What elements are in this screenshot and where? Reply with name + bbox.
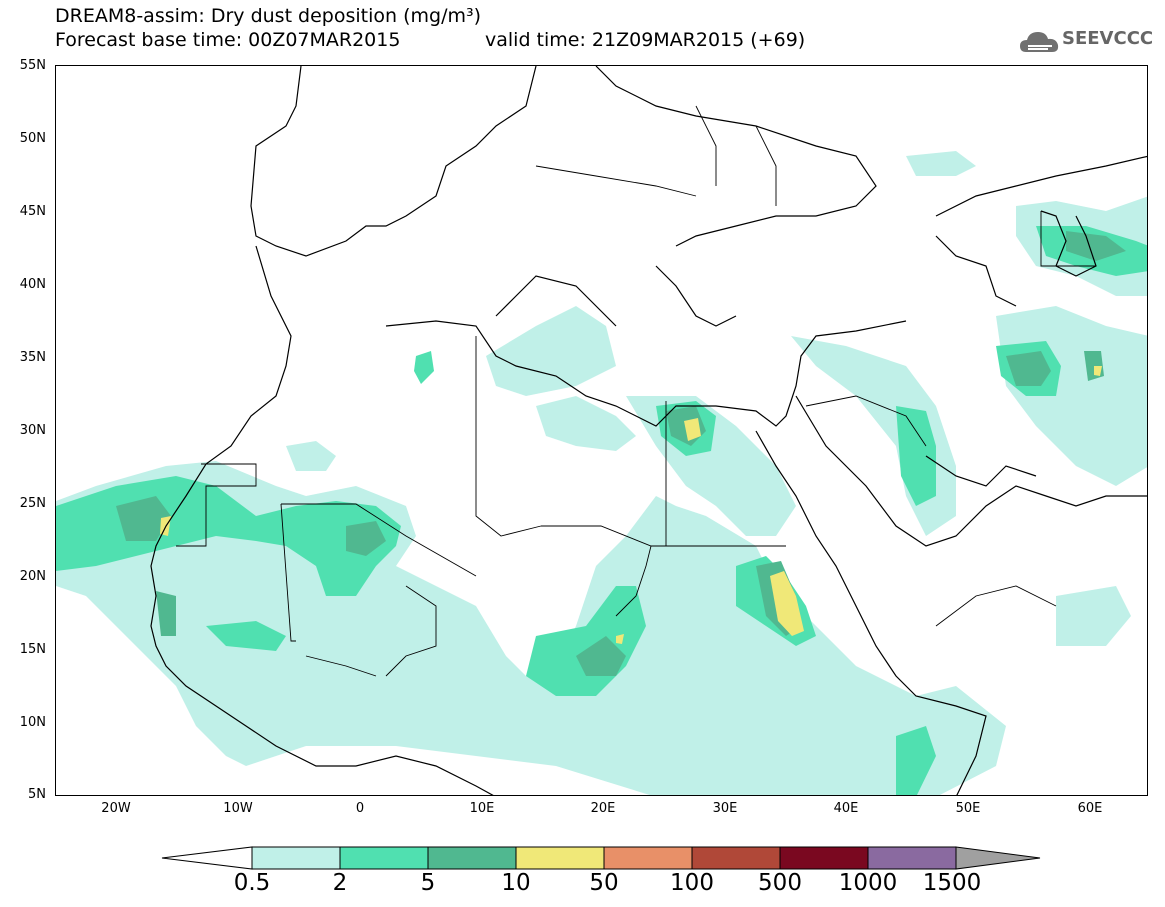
lat-label: 25N: [19, 496, 46, 511]
colorbar-swatch: [515, 846, 605, 870]
colorbar-swatch: [339, 846, 429, 870]
map-title: DREAM8-assim: Dry dust deposition (mg/m³…: [55, 5, 482, 27]
color-bar: [161, 846, 1041, 870]
map-area: [55, 65, 1148, 796]
colorbar-swatch: [603, 846, 693, 870]
country-borders: [176, 105, 1096, 677]
colorbar-swatch: [691, 846, 781, 870]
lon-label: 20W: [101, 801, 131, 816]
colorbar-label: 100: [670, 870, 714, 896]
lat-label: 55N: [19, 58, 46, 73]
colorbar-label: 500: [758, 870, 802, 896]
colorbar-label: 5: [420, 870, 436, 896]
lat-label: 40N: [19, 277, 46, 292]
colorbar-label: 50: [589, 870, 619, 896]
lon-label: 60E: [1077, 801, 1103, 816]
lat-label: 5N: [28, 787, 46, 802]
colorbar-high-arrow: [955, 846, 1041, 870]
colorbar-label: 2: [332, 870, 348, 896]
lon-label: 40E: [833, 801, 859, 816]
colorbar-label: 1000: [838, 870, 898, 896]
lat-label: 30N: [19, 423, 46, 438]
lat-label: 35N: [19, 350, 46, 365]
colorbar-swatch: [427, 846, 517, 870]
lon-label: 50E: [955, 801, 981, 816]
lon-label: 10E: [469, 801, 495, 816]
dust-map: [56, 66, 1147, 795]
lon-label: 30E: [712, 801, 738, 816]
time-info: Forecast base time: 00Z07MAR2015 valid ti…: [55, 29, 805, 51]
deposition-level-4: [160, 366, 1102, 644]
lat-label: 50N: [19, 131, 46, 146]
valid-time: valid time: 21Z09MAR2015 (+69): [485, 29, 806, 51]
colorbar-swatch: [251, 846, 341, 870]
lat-label: 45N: [19, 204, 46, 219]
colorbar-label: 0.5: [233, 870, 271, 896]
lon-label: 0: [355, 801, 365, 816]
base-time: Forecast base time: 00Z07MAR2015: [55, 29, 401, 51]
colorbar-label: 10: [501, 870, 531, 896]
lat-label: 20N: [19, 569, 46, 584]
colorbar-label: 1500: [922, 870, 982, 896]
colorbar-swatch: [867, 846, 957, 870]
lat-label: 15N: [19, 642, 46, 657]
colorbar-swatch: [779, 846, 869, 870]
logo-text: SEEVCCC: [1062, 28, 1154, 49]
cloud-logo-icon: [1020, 32, 1059, 52]
lon-label: 20E: [590, 801, 616, 816]
deposition-level-1: [56, 151, 1147, 795]
lon-label: 10W: [223, 801, 253, 816]
lat-label: 10N: [19, 715, 46, 730]
colorbar-low-arrow: [161, 846, 253, 870]
